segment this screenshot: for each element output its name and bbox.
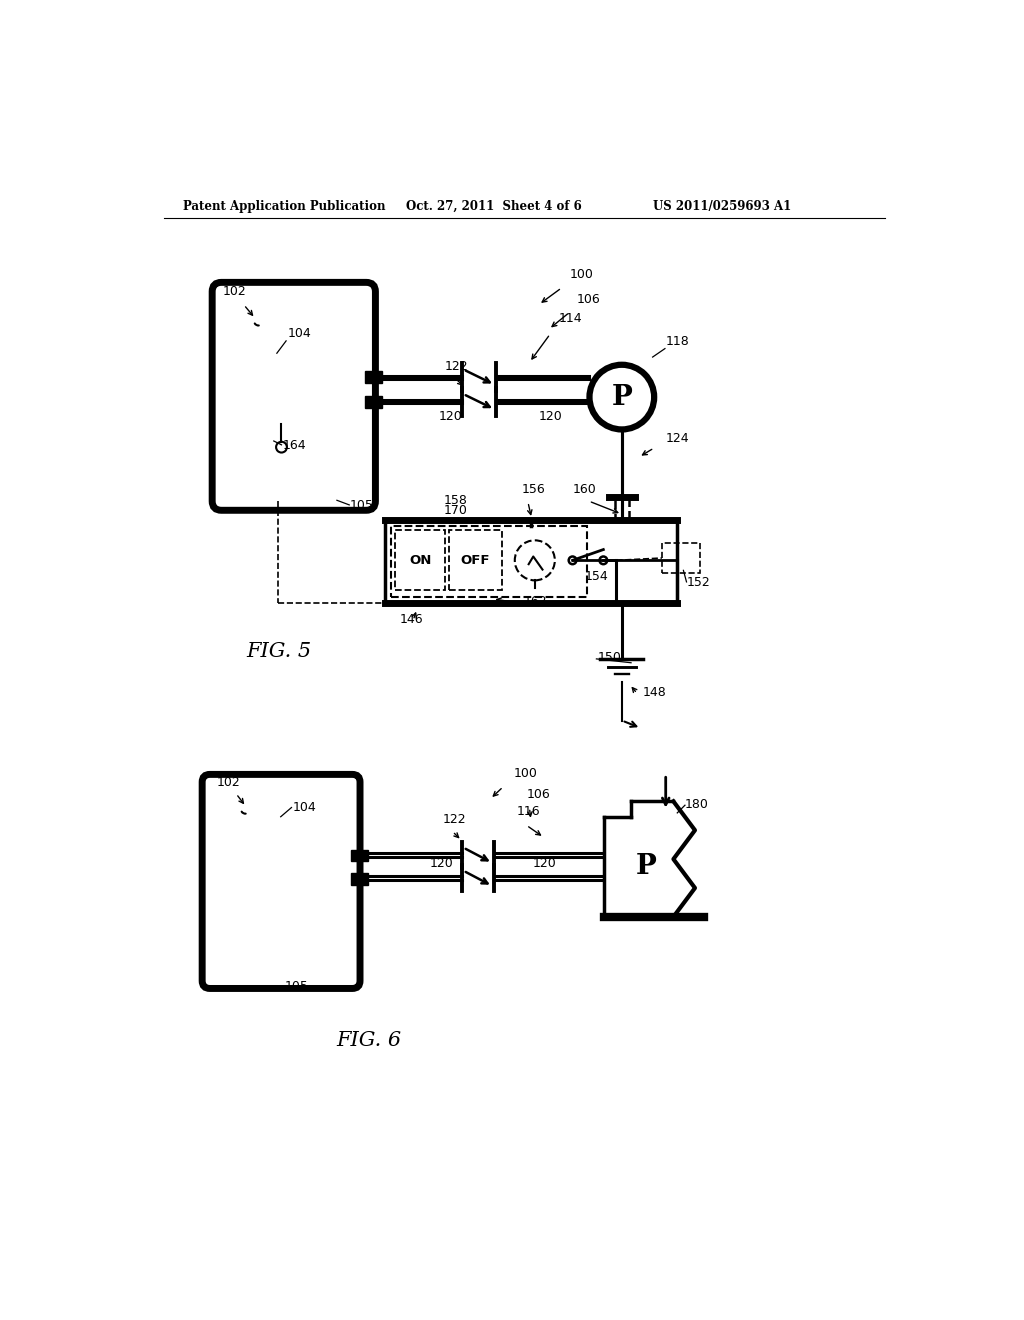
Text: 150: 150	[597, 651, 621, 664]
Text: 122: 122	[444, 360, 468, 374]
Text: 120: 120	[429, 857, 453, 870]
Text: 120: 120	[532, 857, 556, 870]
Text: 158: 158	[443, 494, 467, 507]
Bar	[365, 396, 382, 408]
Text: 120: 120	[539, 411, 562, 424]
Bar	[391, 525, 587, 598]
Text: 124: 124	[666, 432, 689, 445]
Bar	[351, 873, 368, 884]
FancyBboxPatch shape	[202, 775, 360, 989]
Text: FIG. 6: FIG. 6	[337, 1031, 401, 1049]
Text: ON: ON	[409, 554, 431, 566]
Text: 100: 100	[569, 268, 593, 281]
Bar	[662, 544, 700, 573]
Text: 148: 148	[643, 686, 667, 698]
Text: 120: 120	[438, 411, 462, 424]
Text: 116: 116	[516, 805, 540, 818]
Bar	[449, 531, 503, 590]
Text: 106: 106	[526, 788, 550, 801]
Text: 180: 180	[685, 797, 709, 810]
Text: 114: 114	[559, 313, 583, 326]
Text: OFF: OFF	[461, 554, 490, 566]
Bar	[614, 498, 629, 519]
Text: 118: 118	[666, 335, 689, 347]
Text: 100: 100	[514, 767, 538, 780]
Polygon shape	[604, 817, 674, 917]
FancyBboxPatch shape	[212, 282, 376, 511]
Text: 146: 146	[400, 614, 424, 627]
Text: 160: 160	[572, 483, 596, 496]
Text: 170: 170	[443, 504, 467, 517]
Text: 104: 104	[292, 801, 316, 814]
Text: 156: 156	[521, 483, 546, 496]
Text: 105: 105	[350, 499, 374, 512]
Text: 102: 102	[223, 285, 247, 298]
Text: US 2011/0259693 A1: US 2011/0259693 A1	[652, 199, 791, 213]
Text: P: P	[611, 384, 632, 411]
Text: Patent Application Publication: Patent Application Publication	[183, 199, 385, 213]
Bar	[365, 371, 382, 383]
Text: 104: 104	[288, 327, 311, 341]
Text: 106: 106	[578, 293, 601, 306]
Bar	[351, 850, 368, 862]
Bar	[385, 520, 677, 603]
Text: P: P	[636, 853, 657, 880]
Text: 152: 152	[686, 576, 711, 589]
Text: FIG. 5: FIG. 5	[246, 642, 311, 661]
Text: 102: 102	[217, 776, 241, 789]
Text: Oct. 27, 2011  Sheet 4 of 6: Oct. 27, 2011 Sheet 4 of 6	[407, 199, 582, 213]
Text: 164: 164	[283, 438, 306, 451]
Text: 162: 162	[523, 595, 547, 609]
Bar	[395, 531, 445, 590]
Text: 105: 105	[285, 979, 308, 993]
Text: 154: 154	[585, 570, 608, 583]
Text: 122: 122	[442, 813, 466, 826]
